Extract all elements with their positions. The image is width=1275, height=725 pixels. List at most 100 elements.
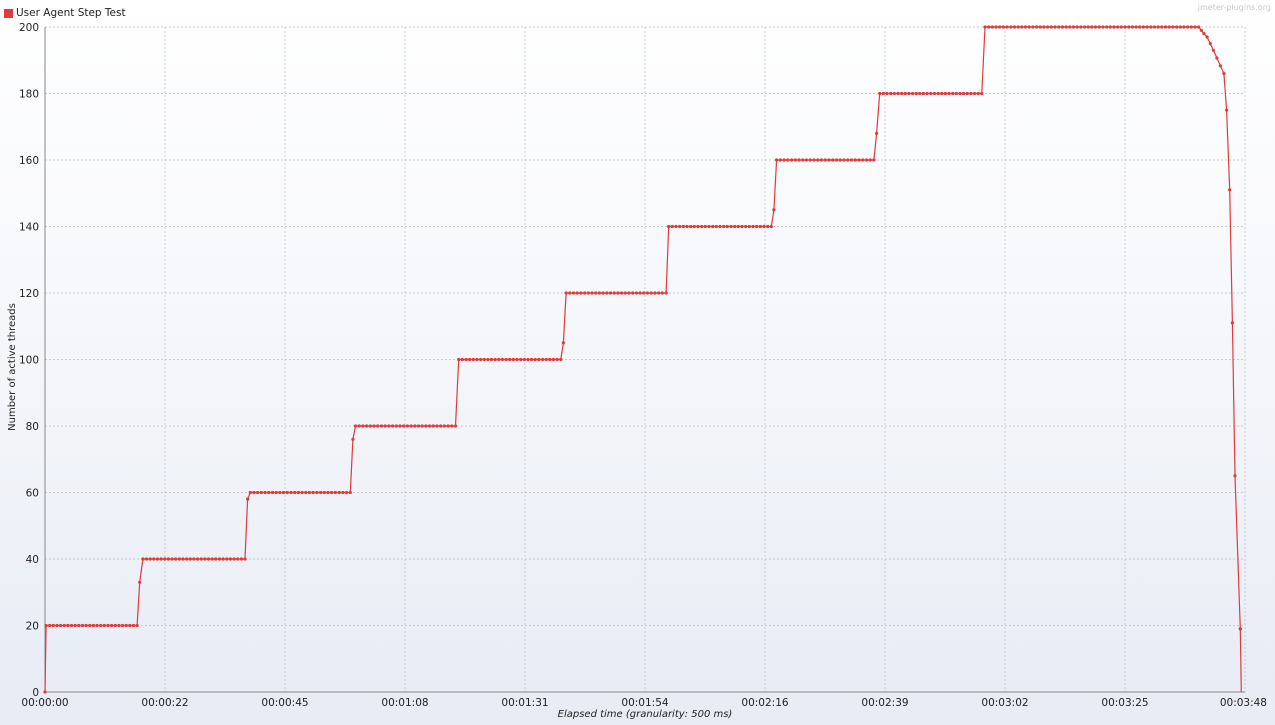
data-point [987,25,991,29]
data-point [744,224,748,229]
data-point [642,291,646,295]
data-point [703,224,707,229]
data-point [885,91,889,96]
data-point [416,424,421,428]
data-point [450,424,454,428]
data-point [435,424,439,428]
data-point [947,91,951,96]
data-point [812,158,816,162]
data-point [583,291,587,295]
data-point [460,357,464,362]
data-point [758,224,762,229]
data-point [333,490,337,495]
data-point [504,357,508,362]
data-point [500,357,504,362]
data-point [819,158,824,162]
data-point [1049,25,1053,29]
data-point [1064,25,1068,29]
data-point [413,424,417,428]
y-tick-label: 180 [19,89,39,101]
data-point [159,557,163,561]
data-point [766,224,770,229]
data-point [804,158,809,162]
data-point [526,357,530,362]
data-point [1193,25,1197,29]
data-point [649,291,653,295]
data-point [185,557,189,561]
data-point [1208,42,1212,46]
data-point [300,490,304,495]
x-tick-label: 00:00:45 [261,697,308,709]
data-point [409,424,413,428]
data-point [857,158,861,162]
data-point [51,623,55,628]
data-point [43,690,47,694]
data-point [958,91,962,96]
data-point [278,490,282,495]
data-point [936,91,940,96]
data-point [77,623,81,628]
data-point [725,224,729,229]
data-point [379,424,384,428]
data-point [515,357,519,362]
data-point [711,224,715,229]
data-point [1005,25,1009,29]
data-point [270,490,275,495]
data-point [1130,25,1134,29]
data-point [597,291,602,295]
data-point [1205,35,1209,39]
data-point [921,91,926,96]
data-point [681,224,685,229]
data-point [551,357,556,362]
x-axis-label: Elapsed time (granularity: 500 ms) [558,709,733,720]
data-point [1119,25,1123,29]
data-point [707,224,711,229]
data-point [954,91,958,96]
data-point [471,357,475,362]
data-point [152,557,156,561]
data-point [571,291,576,295]
data-point [315,490,319,495]
data-point [932,91,937,96]
data-point [120,623,125,628]
data-point [903,91,907,96]
y-tick-label: 60 [26,488,39,500]
data-point [537,357,541,362]
data-point [733,224,737,229]
y-tick-label: 140 [19,222,39,234]
data-point [778,158,782,162]
data-point [782,158,786,162]
data-point [402,424,406,428]
data-point [267,490,271,495]
data-point [431,424,435,428]
data-point [951,91,955,96]
x-tick-label: 00:02:39 [861,697,908,709]
data-point [827,158,831,162]
data-point [1009,25,1013,29]
data-point [722,224,726,229]
data-point [623,291,627,295]
data-point [1163,25,1168,29]
data-point [84,623,88,628]
data-point [174,557,178,561]
data-point [296,490,300,495]
data-point [664,291,668,295]
data-point [838,158,842,162]
data-point [914,91,918,96]
grid-layer [45,26,1246,692]
data-point [564,291,568,295]
watermark: jmeter-plugins.org [1197,3,1271,12]
y-axis-label: Number of active threads [7,303,18,431]
data-point [424,424,428,428]
data-point [631,291,635,295]
data-point [519,357,523,362]
data-point [210,557,214,561]
data-point [1228,188,1232,192]
data-point [113,623,117,628]
legend-label: User Agent Step Test [16,7,126,19]
data-point [351,437,355,441]
data-point [1093,25,1098,29]
data-point [842,158,846,162]
data-point [304,490,308,495]
data-point [1152,25,1157,29]
